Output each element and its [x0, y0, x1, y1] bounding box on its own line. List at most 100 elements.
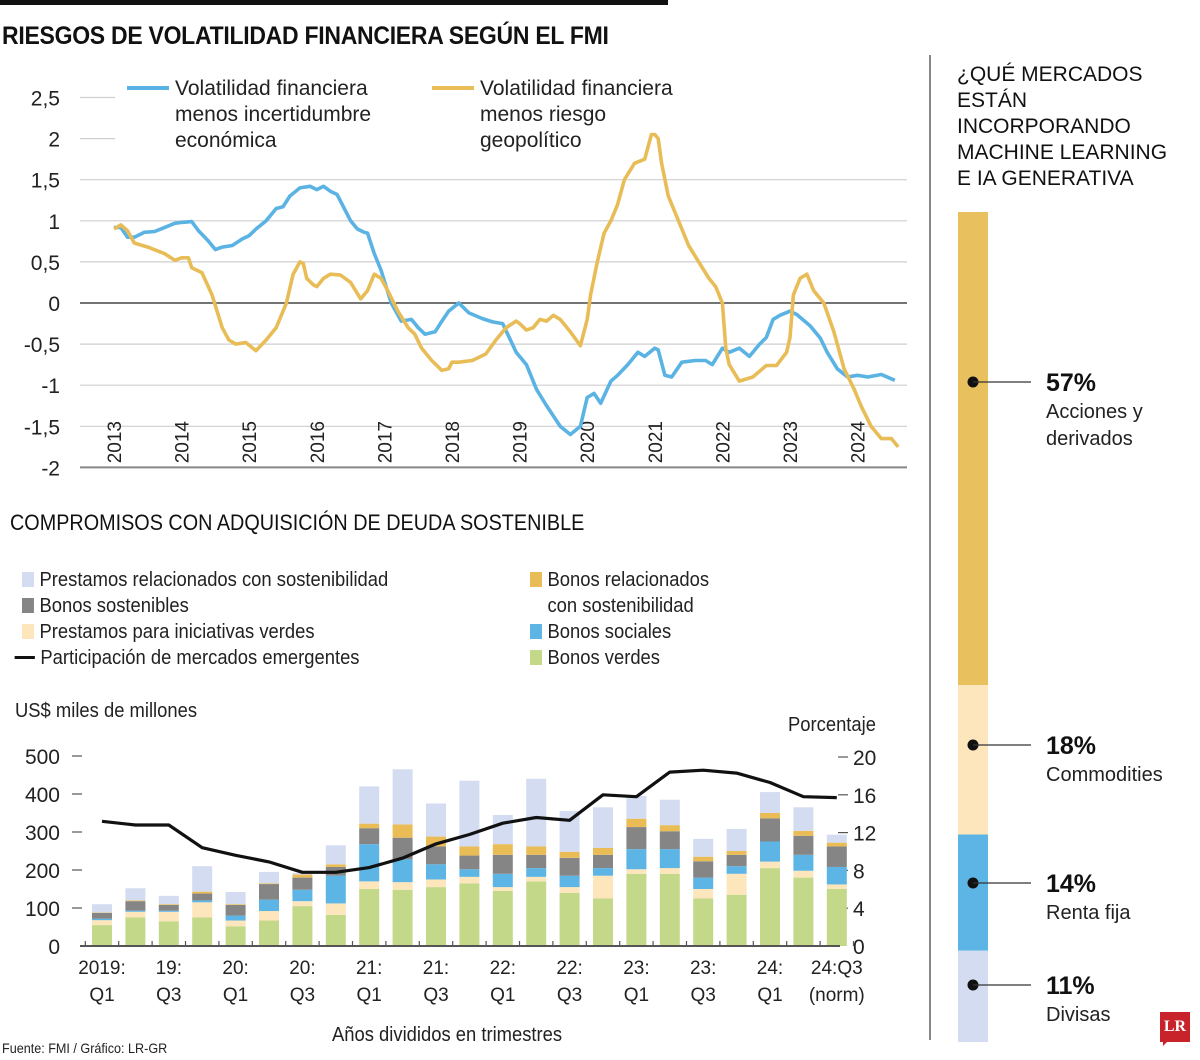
- bar-segment-prestamos_verdes: [392, 882, 413, 890]
- bar-segment-bonos_verdes: [92, 925, 112, 946]
- legend-item: Bonos verdes: [530, 645, 709, 671]
- bar-segment-bonos_verdes: [593, 898, 613, 946]
- bar-segment-prestamos_verdes: [659, 868, 680, 874]
- legend-item: Participación de mercados emergentes: [14, 645, 388, 671]
- side-percent: 11%: [1046, 972, 1095, 1000]
- legend-swatch-icon: [22, 598, 34, 613]
- bar-segment-prestamos_sostenibilidad: [492, 814, 513, 845]
- emerging-markets-line: [101, 768, 837, 874]
- x-tick-label: 2019: [511, 421, 532, 463]
- segment-side_commodities: [958, 685, 988, 835]
- bar-segment-bonos_relacionados: [259, 883, 279, 885]
- legend-swatch-icon: [22, 624, 34, 639]
- y2-tick-label: 0: [853, 936, 865, 959]
- bar-segment-bonos_sociales: [158, 910, 179, 912]
- bar-segment-bonos_verdes: [793, 877, 814, 946]
- bar-segment-bonos_sostenibles: [359, 828, 380, 845]
- bar-segment-bonos_sostenibles: [192, 893, 213, 901]
- vertical-divider: [929, 55, 931, 1040]
- bar-segment-bonos_sociales: [760, 841, 780, 862]
- x-tick-label: 21:: [423, 958, 449, 979]
- bar-segment-bonos_sociales: [559, 875, 580, 888]
- y-tick-label: 2,5: [31, 88, 60, 111]
- bar-segment-bonos_verdes: [626, 873, 647, 946]
- bar-segment-bonos_sociales: [426, 864, 446, 880]
- y-tick-label: -1,5: [24, 416, 60, 439]
- legend-item: Bonos sostenibles: [22, 593, 388, 619]
- bar-segment-bonos_relacionados: [392, 824, 413, 838]
- bar-segment-bonos_sociales: [259, 899, 279, 912]
- y-tick-label: 1: [48, 211, 60, 234]
- bar-segment-bonos_relacionados: [626, 818, 647, 828]
- sustainable-debt-bar-chart: 0 100 200 300 400 500 0 4 8 12 16 20 2019: Q1 19: Q3 20:…: [25, 746, 876, 1006]
- bar-segment-bonos_sostenibles: [492, 854, 513, 874]
- bar-segment-bonos_sostenibles: [559, 857, 580, 876]
- x-tick-label: Q1: [757, 985, 782, 1006]
- x-tick-label: 24:Q3: [811, 958, 863, 979]
- bar-segment-bonos_sostenibles: [760, 818, 780, 842]
- bar-segment-bonos_relacionados: [826, 842, 847, 847]
- lr-logo: LR: [1160, 1012, 1190, 1042]
- segment-side_acciones: [958, 212, 988, 686]
- bar-segment-prestamos_verdes: [793, 870, 814, 878]
- legend-label: Prestamos para iniciativas verdes: [39, 621, 315, 643]
- bar-segment-bonos_verdes: [426, 887, 446, 946]
- bar-segment-prestamos_sostenibilidad: [659, 799, 680, 826]
- bar-segment-prestamos_verdes: [292, 901, 313, 907]
- bar-segment-prestamos_sostenibilidad: [760, 792, 780, 813]
- bar-segment-prestamos_sostenibilidad: [693, 838, 714, 857]
- side-label: Commodities: [1046, 764, 1163, 786]
- x-tick-label: 20:: [289, 958, 315, 979]
- bar-segment-bonos_verdes: [526, 881, 547, 946]
- bar-segment-prestamos_verdes: [559, 887, 580, 893]
- x-tick-label: 2021: [646, 421, 667, 463]
- y-tick-label: 300: [25, 822, 60, 845]
- lr-logo-tail: [1163, 1040, 1175, 1046]
- bar-segment-bonos_sostenibles: [392, 837, 413, 860]
- bar-segment-prestamos_sostenibilidad: [626, 795, 647, 819]
- legend-label: Prestamos relacionados con sostenibilida…: [39, 569, 389, 591]
- bar-segment-prestamos_verdes: [826, 884, 847, 889]
- x-tick-label: 2020: [578, 421, 599, 463]
- y2-tick-label: 20: [853, 747, 876, 770]
- y-tick-label: 0: [48, 293, 60, 316]
- x-tick-label: 22:: [490, 958, 516, 979]
- bar-segment-bonos_verdes: [659, 873, 680, 946]
- bar-segment-bonos_relacionados: [492, 844, 513, 855]
- ml-markets-stacked-bar: 57% Acciones y derivados 18% Commodities 14% R…: [958, 212, 1163, 1042]
- y2-tick-label: 8: [853, 860, 865, 883]
- bar-segment-prestamos_verdes: [225, 920, 246, 927]
- bar-segment-prestamos_sostenibilidad: [125, 888, 146, 901]
- bar-segment-prestamos_verdes: [192, 902, 213, 918]
- bar-segment-bonos_sociales: [492, 873, 513, 888]
- bar-segment-bonos_relacionados: [659, 825, 680, 832]
- source-note: Fuente: FMI / Gráfico: LR-GR: [2, 1040, 168, 1056]
- bar-segment-bonos_relacionados: [192, 891, 213, 894]
- bar-segment-bonos_relacionados: [359, 823, 380, 829]
- bar-segment-bonos_verdes: [693, 898, 714, 946]
- bar-segment-bonos_verdes: [459, 883, 480, 946]
- side-title-line: MACHINE LEARNING: [957, 141, 1168, 164]
- bar-segment-prestamos_verdes: [593, 875, 613, 899]
- legend-swatch-icon: [22, 572, 34, 587]
- legend-label: Participación de mercados emergentes: [40, 647, 360, 669]
- bar-segment-bonos_sostenibles: [158, 904, 179, 911]
- bar-segment-bonos_relacionados: [225, 904, 246, 905]
- side-label: Acciones y: [1046, 401, 1143, 423]
- y-tick-label: 200: [25, 860, 60, 883]
- bar-segment-prestamos_sostenibilidad: [726, 828, 747, 851]
- bar-segment-bonos_verdes: [158, 921, 179, 946]
- x-tick-label: 2023: [781, 421, 802, 463]
- x-tick-label: 2015: [240, 421, 261, 463]
- bar-segment-bonos_sociales: [726, 866, 747, 874]
- legend-label: Bonos verdes: [547, 647, 660, 669]
- bar-segment-bonos_sostenibles: [92, 912, 112, 919]
- bar-segment-bonos_sociales: [826, 866, 847, 885]
- legend-label: geopolítico: [480, 129, 582, 152]
- side-percent: 18%: [1046, 732, 1096, 760]
- bar-segment-bonos_sociales: [459, 869, 480, 877]
- bar-segment-bonos_sostenibles: [793, 835, 814, 855]
- legend-label: menos incertidumbre: [175, 103, 371, 126]
- bar-segment-prestamos_sostenibilidad: [359, 786, 380, 824]
- x-tick-label: Q1: [490, 985, 515, 1006]
